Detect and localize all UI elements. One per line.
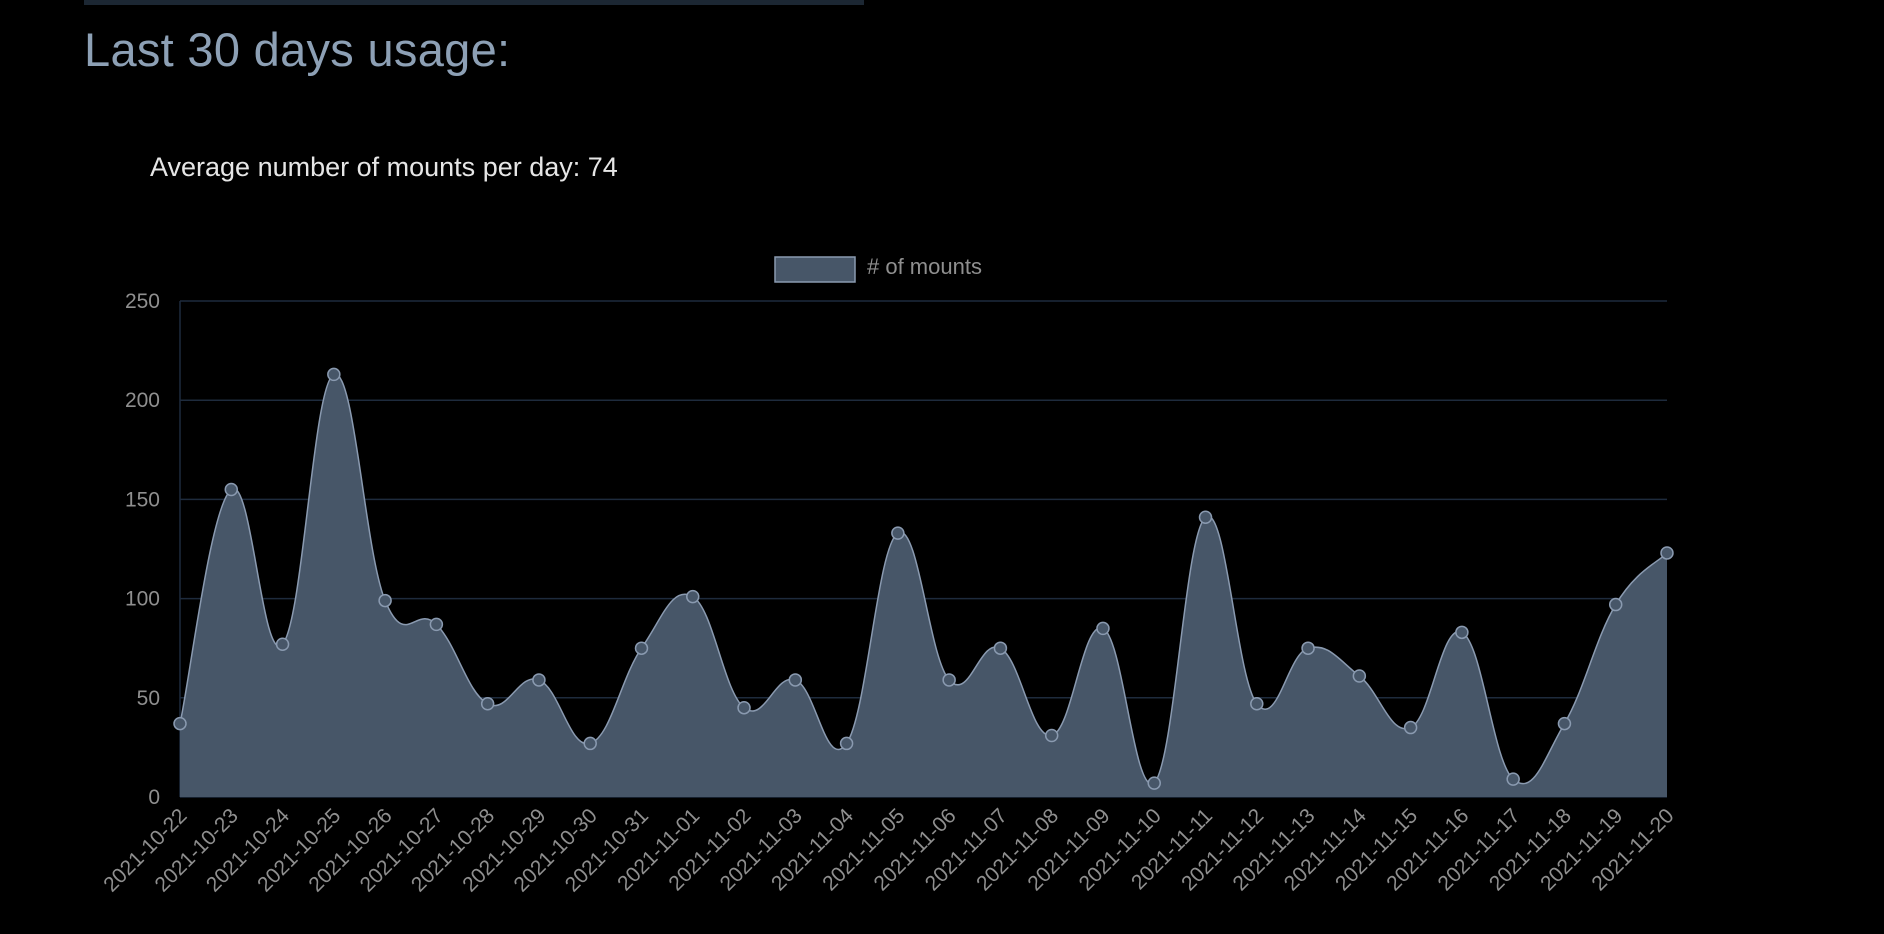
data-point-2021-11-12[interactable] [1250, 697, 1264, 711]
data-point-2021-11-09[interactable] [1096, 621, 1110, 636]
data-point-2021-11-05[interactable] [891, 526, 905, 540]
data-point-2021-10-29[interactable] [532, 673, 546, 687]
data-point-2021-10-26[interactable] [378, 593, 392, 608]
y-tick-label: 200 [125, 389, 160, 412]
data-point-2021-11-10[interactable] [1147, 776, 1161, 790]
data-point-2021-10-27[interactable] [429, 617, 444, 632]
top-divider-bar [84, 0, 864, 5]
data-point-2021-11-14[interactable] [1352, 669, 1367, 683]
data-point-2021-10-31[interactable] [634, 641, 649, 655]
data-point-2021-11-13[interactable] [1301, 641, 1315, 655]
data-point-2021-10-22[interactable] [173, 716, 187, 731]
data-point-2021-11-08[interactable] [1044, 728, 1059, 743]
series-area-fill [180, 374, 1667, 797]
data-point-2021-11-19[interactable] [1608, 597, 1623, 612]
data-point-2021-10-30[interactable] [583, 736, 597, 751]
data-point-2021-11-17[interactable] [1506, 772, 1520, 786]
chart-legend[interactable]: # of mounts [774, 254, 982, 283]
legend-swatch[interactable] [774, 256, 856, 283]
page-title: Last 30 days usage: [84, 23, 511, 76]
legend-label[interactable]: # of mounts [867, 254, 982, 279]
data-point-2021-11-03[interactable] [788, 673, 803, 687]
y-tick-label: 250 [125, 290, 160, 313]
data-point-2021-10-25[interactable] [327, 367, 341, 382]
data-point-2021-11-15[interactable] [1403, 720, 1418, 735]
y-tick-label: 150 [125, 488, 160, 511]
data-point-2021-11-16[interactable] [1455, 625, 1469, 640]
data-point-2021-10-28[interactable] [480, 697, 495, 711]
data-point-2021-11-01[interactable] [686, 589, 700, 604]
data-point-2021-11-02[interactable] [737, 700, 751, 715]
data-point-2021-11-06[interactable] [942, 673, 956, 687]
chart-points [173, 367, 1674, 790]
data-point-2021-10-23[interactable] [224, 482, 239, 497]
y-tick-label: 0 [148, 786, 160, 809]
data-point-2021-10-24[interactable] [275, 637, 290, 651]
y-tick-label: 100 [125, 588, 160, 611]
data-point-2021-11-20[interactable] [1660, 546, 1674, 560]
series-line [179, 373, 1668, 785]
chart-area-layer [179, 373, 1668, 797]
data-point-2021-11-04[interactable] [839, 736, 854, 751]
x-axis-ticks: 2021-10-222021-10-232021-10-242021-10-25… [99, 804, 1678, 896]
data-point-2021-11-11[interactable] [1198, 510, 1213, 525]
data-point-2021-11-07[interactable] [993, 641, 1008, 655]
data-point-2021-11-18[interactable] [1557, 716, 1572, 731]
average-mounts-label: Average number of mounts per day: 74 [150, 152, 618, 182]
y-tick-label: 50 [137, 687, 160, 710]
y-axis-ticks: 0 50 100 150 200 250 [125, 290, 160, 809]
